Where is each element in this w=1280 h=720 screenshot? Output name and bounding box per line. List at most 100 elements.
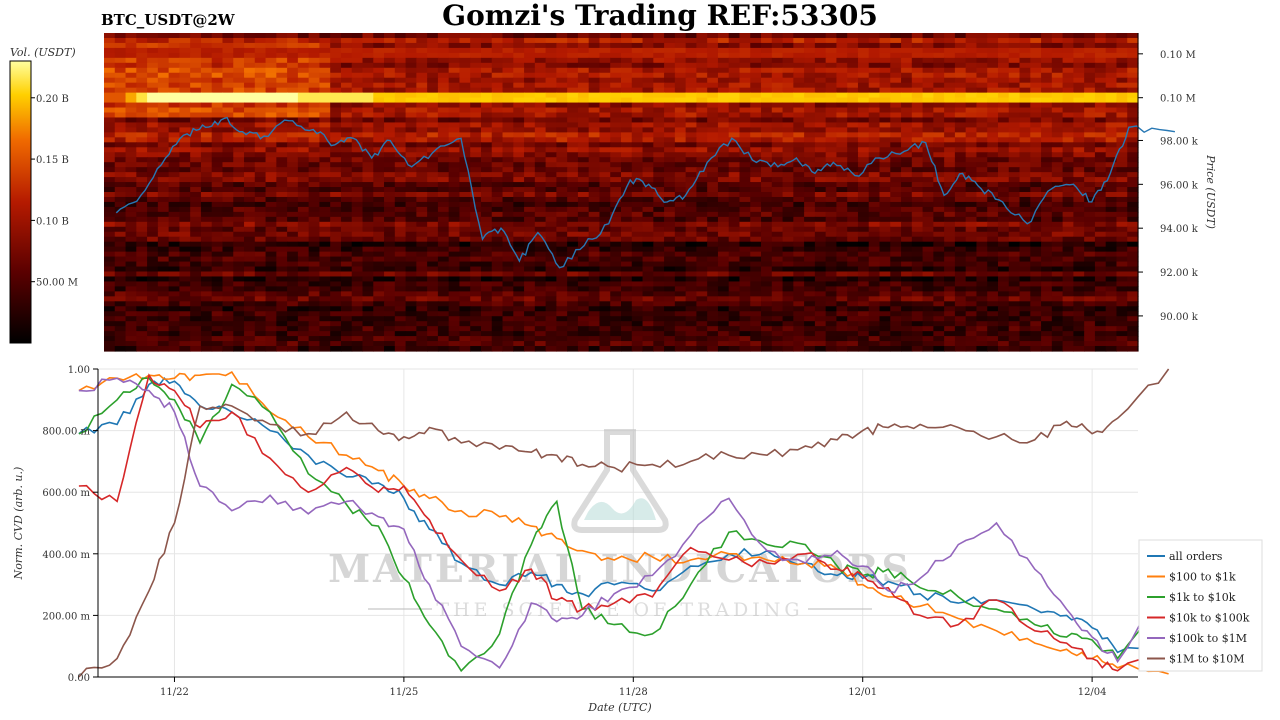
- heatmap-cell: [653, 256, 665, 263]
- heatmap-cell: [621, 87, 633, 94]
- heatmap-cell: [200, 33, 213, 39]
- heatmap-cell: [200, 157, 213, 163]
- heatmap-cell: [405, 157, 417, 163]
- heatmap-cell: [685, 152, 697, 158]
- heatmap-cell: [782, 157, 794, 163]
- heatmap-cell: [793, 221, 805, 228]
- heatmap-cell: [1073, 177, 1085, 183]
- heatmap-cell: [750, 271, 762, 278]
- heatmap-cell: [1008, 42, 1021, 49]
- heatmap-cell: [534, 201, 547, 208]
- heatmap-cell: [362, 261, 374, 268]
- heatmap-cell: [448, 221, 461, 228]
- heatmap-cell: [965, 117, 978, 124]
- heatmap-cell: [1008, 206, 1021, 213]
- heatmap-cell: [857, 216, 870, 223]
- heatmap-cell: [664, 72, 676, 79]
- heatmap-cell: [577, 286, 590, 292]
- heatmap-cell: [728, 266, 741, 273]
- heatmap-cell: [621, 211, 633, 218]
- heatmap-cell: [567, 231, 579, 238]
- heatmap-cell: [879, 82, 891, 89]
- heatmap-cell: [664, 37, 676, 44]
- heatmap-cell: [287, 147, 299, 153]
- heatmap-cell: [588, 211, 601, 218]
- heatmap-cell: [944, 127, 956, 133]
- heatmap-cell: [427, 152, 439, 158]
- heatmap-cell: [965, 231, 978, 238]
- heatmap-cell: [653, 162, 665, 168]
- heatmap-cell: [125, 147, 137, 153]
- heatmap-cell: [362, 182, 374, 188]
- heatmap-cell: [728, 37, 741, 44]
- heatmap-cell: [416, 62, 428, 69]
- heatmap-cell: [459, 266, 471, 273]
- heatmap-cell: [997, 276, 1010, 283]
- heatmap-cell: [384, 276, 396, 283]
- heatmap-cell: [384, 162, 396, 168]
- heatmap-cell: [1030, 201, 1042, 208]
- heatmap-cell: [330, 77, 342, 84]
- heatmap-cell: [631, 177, 644, 183]
- heatmap-cell: [1105, 187, 1118, 193]
- heatmap-cell: [621, 167, 633, 173]
- heatmap-cell: [1062, 246, 1074, 253]
- heatmap-cell: [362, 276, 374, 283]
- heatmap-cell: [804, 52, 816, 59]
- heatmap-cell: [556, 72, 568, 79]
- heatmap-cell: [1051, 256, 1064, 263]
- heatmap-cell: [233, 33, 245, 39]
- heatmap-cell: [394, 82, 407, 89]
- heatmap-cell: [965, 112, 978, 119]
- heatmap-cell: [750, 177, 762, 183]
- heatmap-cell: [804, 167, 816, 173]
- heatmap-cell: [491, 137, 504, 143]
- heatmap-cell: [1062, 87, 1074, 94]
- heatmap-cell: [1062, 57, 1074, 64]
- heatmap-cell: [750, 137, 762, 143]
- heatmap-cell: [384, 117, 396, 124]
- heatmap-cell: [502, 33, 514, 39]
- heatmap-cell: [1062, 47, 1074, 54]
- heatmap-cell: [728, 57, 741, 64]
- heatmap-cell: [664, 67, 676, 74]
- heatmap-cell: [642, 251, 654, 258]
- heatmap-cell: [976, 67, 988, 74]
- heatmap-cell: [717, 132, 730, 138]
- heatmap-cell: [168, 241, 180, 248]
- heatmap-cell: [954, 127, 967, 133]
- heatmap-cell: [782, 127, 794, 133]
- heatmap-cell: [922, 251, 934, 258]
- heatmap-cell: [222, 157, 234, 163]
- heatmap-cell: [190, 47, 202, 54]
- heatmap-cell: [190, 62, 202, 69]
- heatmap-cell: [556, 82, 568, 89]
- heatmap-cell: [480, 206, 493, 213]
- heatmap-cell: [351, 231, 364, 238]
- heatmap-cell: [793, 112, 805, 119]
- heatmap-cell: [470, 231, 482, 238]
- heatmap-cell: [297, 57, 310, 64]
- heatmap-cell: [911, 112, 924, 119]
- heatmap-cell: [427, 216, 439, 223]
- heatmap-cell: [200, 251, 213, 258]
- heatmap-cell: [545, 37, 557, 44]
- heatmap-cell: [987, 152, 999, 158]
- heatmap-cell: [394, 276, 407, 283]
- heatmap-cell: [319, 231, 331, 238]
- heatmap-cell: [1019, 172, 1031, 178]
- heatmap-cell: [125, 196, 137, 203]
- heatmap-cell: [244, 42, 256, 49]
- heatmap-cell: [922, 201, 934, 208]
- heatmap-cell: [621, 172, 633, 178]
- heatmap-cell: [1105, 201, 1118, 208]
- heatmap-cell: [200, 117, 213, 124]
- heatmap-cell: [437, 107, 450, 114]
- heatmap-cell: [308, 107, 321, 114]
- heatmap-cell: [1073, 82, 1085, 89]
- heatmap-cell: [793, 42, 805, 49]
- heatmap-cell: [168, 251, 180, 258]
- heatmap-cell: [394, 286, 407, 292]
- heatmap-cell: [621, 177, 633, 183]
- heatmap-cell: [750, 77, 762, 84]
